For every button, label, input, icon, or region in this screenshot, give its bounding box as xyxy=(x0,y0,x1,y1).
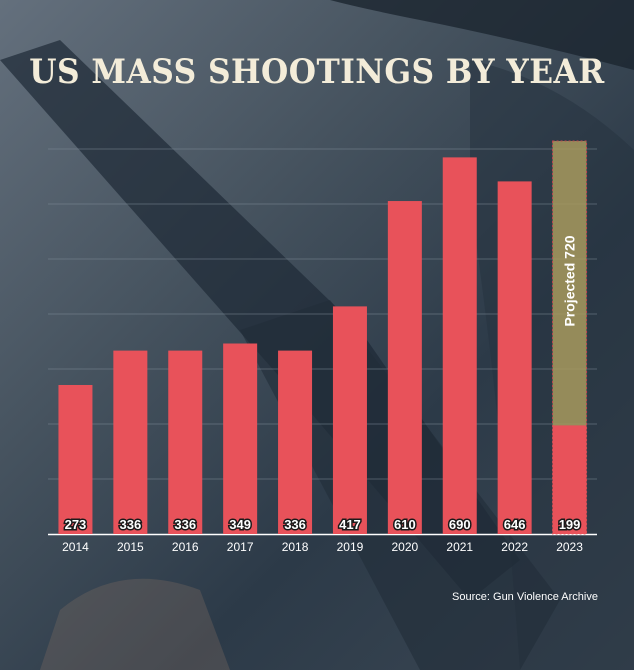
bar-2017 xyxy=(223,343,258,534)
value-label-2014: 273 xyxy=(65,517,87,532)
bar-2023 xyxy=(552,425,587,534)
projection-label: Projected 720 xyxy=(562,235,578,326)
value-label-2020: 610 xyxy=(394,517,416,532)
value-label-2019: 417 xyxy=(339,517,361,532)
chart-title: US MASS SHOOTINGS BY YEAR xyxy=(29,52,605,92)
value-label-2017: 349 xyxy=(229,517,251,532)
bar-2022 xyxy=(497,181,532,534)
bar-2014 xyxy=(58,384,93,534)
tick-label-2020: 2020 xyxy=(391,540,418,554)
bar-2019 xyxy=(332,306,367,534)
tick-label-2023: 2023 xyxy=(556,540,583,554)
tick-label-2018: 2018 xyxy=(282,540,309,554)
value-label-2021: 690 xyxy=(449,517,471,532)
hat-brim-shape xyxy=(330,0,634,70)
value-label-2016: 336 xyxy=(174,517,196,532)
value-labels: 273 336 336 349 336 417 610 690 646 Projected 720… xyxy=(63,235,582,533)
bar-2018 xyxy=(278,350,313,534)
bar-2016 xyxy=(168,350,203,534)
value-label-2018: 336 xyxy=(284,517,306,532)
tick-label-2021: 2021 xyxy=(446,540,473,554)
source-note: Source: Gun Violence Archive xyxy=(452,591,598,603)
value-label-2023: 199 xyxy=(559,517,581,532)
bar-2015 xyxy=(113,350,148,534)
bars xyxy=(58,140,588,535)
bar-2021 xyxy=(442,157,477,534)
bar-2020 xyxy=(387,201,422,534)
tick-label-2015: 2015 xyxy=(117,540,144,554)
x-tick-labels: 2014 2015 2016 2017 2018 2019 2020 2021 2022 2023 xyxy=(62,540,583,554)
value-label-2022: 646 xyxy=(504,517,526,532)
hand-shape xyxy=(40,578,230,670)
tick-label-2017: 2017 xyxy=(227,540,254,554)
tick-label-2016: 2016 xyxy=(172,540,199,554)
tick-label-2014: 2014 xyxy=(62,540,89,554)
tick-label-2022: 2022 xyxy=(501,540,528,554)
value-label-2015: 336 xyxy=(119,517,141,532)
tick-label-2019: 2019 xyxy=(337,540,364,554)
